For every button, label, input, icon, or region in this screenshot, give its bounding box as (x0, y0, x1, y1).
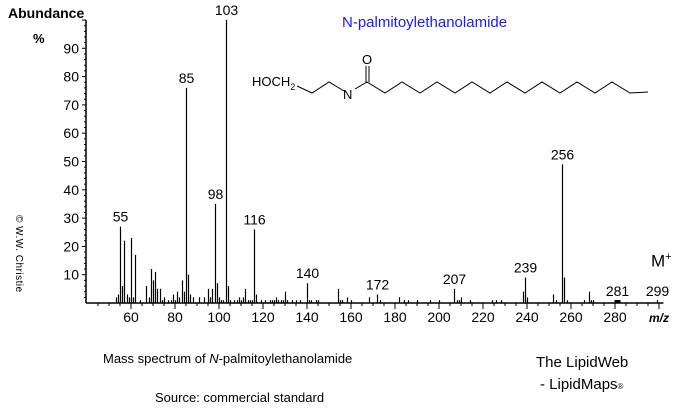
brand-lipidmaps: - LipidMaps® (540, 376, 624, 393)
x-tick-label: 240 (515, 309, 539, 325)
x-axis-title: m/z (649, 311, 670, 325)
structure-oxygen: O (362, 52, 372, 67)
peak-label: 85 (179, 70, 195, 86)
x-tick-label: 140 (295, 309, 319, 325)
peak-label: 103 (215, 2, 239, 18)
peak-bars (115, 20, 659, 303)
source-note: Source: commercial standard (155, 390, 325, 405)
peak-label: 281 (606, 283, 630, 299)
y-tick-label: 20 (63, 238, 79, 254)
compound-title: N-palmitoylethanolamide (342, 14, 508, 31)
peak-label: 239 (514, 260, 538, 276)
figure-caption: Mass spectrum of N-palmitoylethanolamide (103, 351, 353, 366)
molecular-ion-label: M+ (651, 251, 672, 271)
x-tick-label: 60 (123, 309, 139, 325)
x-tick-label: 120 (251, 309, 275, 325)
structure-hoch2: HOCH2 (252, 74, 295, 92)
structure-nitrogen: N (343, 87, 352, 102)
x-tick-label: 260 (559, 309, 583, 325)
peak-label: 256 (551, 146, 575, 162)
y-tick-label: 30 (63, 210, 79, 226)
peak-label: 140 (296, 265, 320, 281)
peak-label: 116 (243, 211, 266, 227)
y-tick-label: 80 (63, 69, 79, 85)
peak-label: 98 (208, 186, 224, 202)
y-tick-label: 90 (63, 40, 79, 56)
peak-bar (614, 300, 621, 303)
structure-bonds (296, 81, 345, 94)
y-tick-label: 40 (63, 182, 79, 198)
axes: 10 20 30 40 50 60 70 80 90 60 80 100 120 140 160 180 200… (63, 19, 664, 325)
x-tick-label: 180 (383, 309, 407, 325)
peak-label: 172 (366, 277, 390, 293)
structure-chain (354, 81, 649, 94)
x-tick-label: 160 (339, 309, 363, 325)
peak-label: 299 (646, 283, 670, 299)
copyright-notice: © W.W. Christie (13, 215, 24, 293)
x-tick-label: 220 (471, 309, 495, 325)
y-tick-label: 50 (63, 154, 79, 170)
x-tick-label: 80 (167, 309, 183, 325)
chemical-structure (296, 66, 649, 94)
brand-lipidweb: The LipidWeb (536, 354, 629, 371)
y-tick-label: 70 (63, 97, 79, 113)
y-axis-title: Abundance (8, 5, 85, 21)
peak-label: 55 (113, 209, 129, 225)
peak-label: 207 (443, 271, 467, 287)
y-tick-label: 10 (63, 267, 79, 283)
y-axis-unit: % (33, 31, 45, 46)
x-tick-label: 100 (207, 309, 231, 325)
peak-labels: 55 85 98 103 116 140 172 207 239 256 281 299 (113, 2, 670, 299)
y-tick-label: 60 (63, 125, 79, 141)
x-tick-label: 200 (427, 309, 451, 325)
x-tick-label: 280 (603, 309, 627, 325)
